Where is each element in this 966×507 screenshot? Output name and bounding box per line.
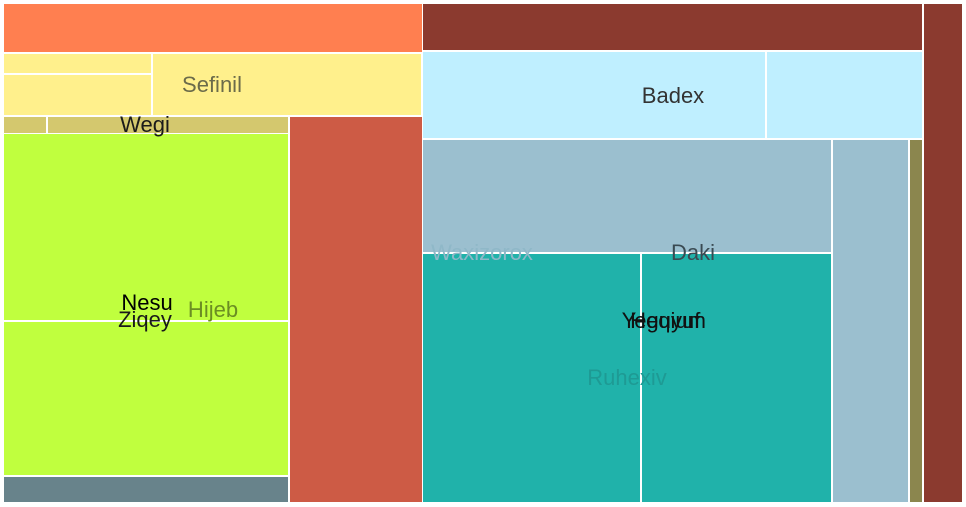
treemap-cell-edge-0	[923, 3, 963, 503]
treemap-cell-g0-c9	[289, 116, 423, 503]
treemap-cell-g0-c7	[3, 3, 423, 53]
treemap-cell-badex	[422, 51, 766, 139]
treemap-cell-heqium	[641, 253, 832, 503]
treemap-cell-daki	[422, 139, 832, 253]
treemap-cell-g1-c1	[766, 51, 923, 139]
treemap-cell-yeguyuf	[422, 253, 641, 503]
treemap-cell-wegi	[3, 116, 47, 134]
treemap-cell-g0-c5	[3, 74, 152, 116]
treemap-cell-g0-c6	[47, 116, 289, 134]
treemap-cell-g0-c8	[3, 476, 289, 503]
treemap-cell-ziqey	[3, 321, 289, 476]
treemap-cell-g1-c3	[832, 139, 909, 503]
treemap-cell-sefinil	[152, 53, 422, 116]
treemap-cell-g1-c6	[909, 139, 923, 503]
treemap-cell-g0-c4	[3, 53, 152, 74]
treemap-cell-nesu	[3, 133, 289, 321]
treemap-cell-g1-c7	[422, 3, 923, 51]
